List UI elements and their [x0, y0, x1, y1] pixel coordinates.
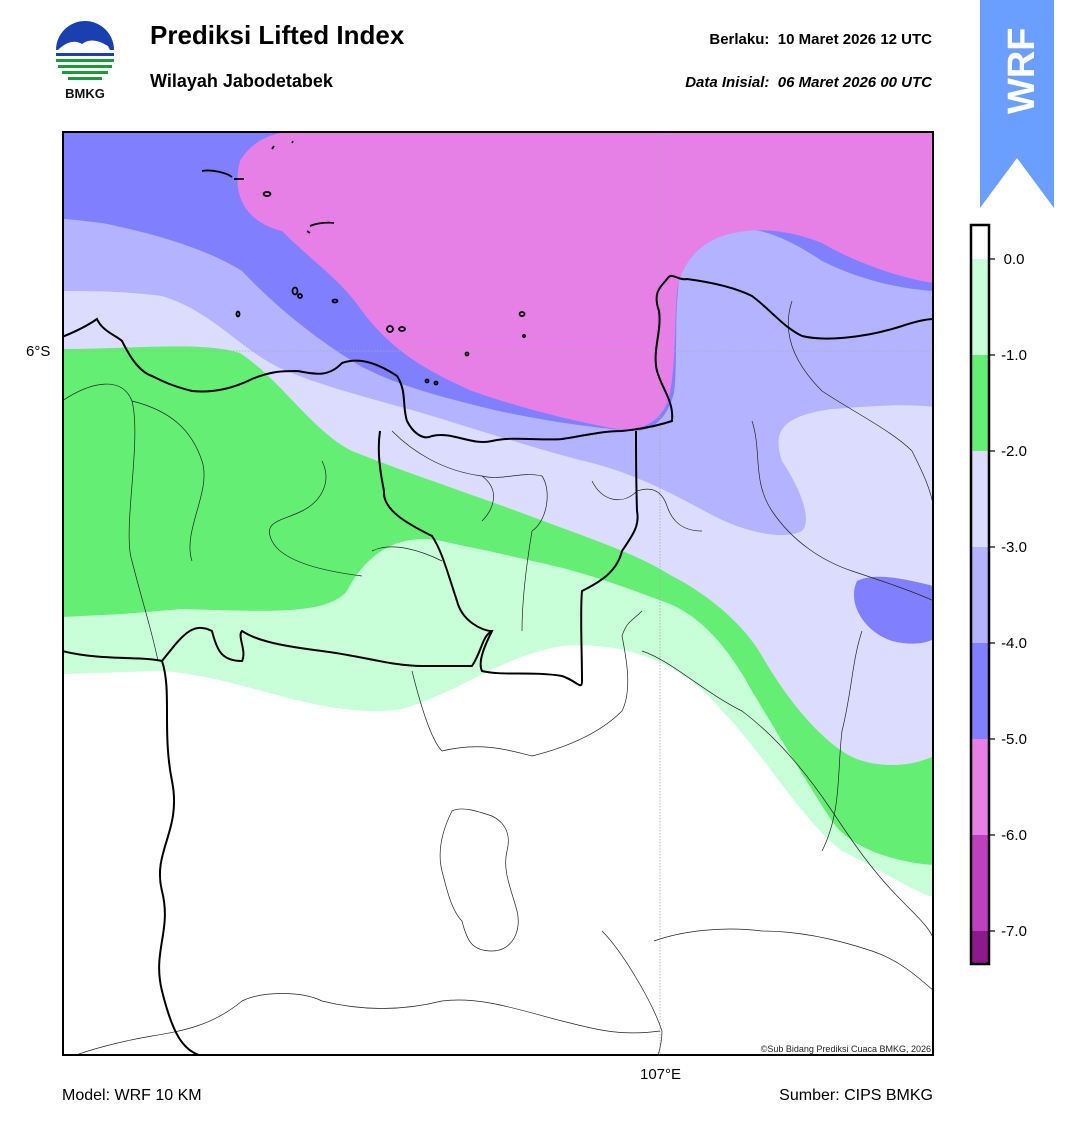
province-boundaries	[62, 274, 934, 1056]
colorbar-block	[971, 451, 989, 547]
init-time: Data Inisial: 06 Maret 2026 00 UTC	[685, 74, 932, 91]
lifted-index-map	[62, 131, 934, 1056]
longitude-label: 107°E	[640, 1066, 682, 1083]
wrf-badge: WRF	[980, 0, 1054, 208]
colorbar-block	[971, 259, 989, 355]
islands	[201, 140, 527, 386]
valid-time: Berlaku: 10 Maret 2026 12 UTC	[709, 31, 932, 48]
source-info: Sumber: CIPS BMKG	[779, 1087, 933, 1104]
page-subtitle: Wilayah Jabodetabek	[150, 71, 333, 91]
colorbar-tick-label: -4.0	[1001, 635, 1027, 652]
colorbar-tick-label: -2.0	[1001, 443, 1027, 460]
colorbar-block	[971, 835, 989, 931]
colorbar-block	[971, 547, 989, 643]
colorbar-block	[971, 739, 989, 835]
wrf-badge-shape	[980, 0, 1054, 208]
colorbar-tick-label: -7.0	[1001, 923, 1027, 940]
colorbar-cap	[971, 225, 989, 259]
colorbar-block	[971, 355, 989, 451]
colorbar-frame	[969, 223, 991, 966]
colorbar-block	[971, 643, 989, 739]
valid-label: Berlaku:	[709, 31, 770, 48]
init-value: 06 Maret 2026 00 UTC	[777, 74, 932, 91]
latitude-label: 6°S	[26, 343, 51, 360]
colorbar-tick-label: 0.0	[1004, 251, 1025, 268]
district-boundaries	[62, 300, 934, 1056]
colorbar-tick-label: -1.0	[1001, 347, 1027, 364]
colorbar-tick-label: -3.0	[1001, 539, 1027, 556]
bmkg-logo-text: BMKG	[65, 86, 105, 101]
contour-band-5-to-6	[237, 131, 934, 430]
copyright-note: ©Sub Bidang Prediksi Cuaca BMKG, 2026	[760, 1044, 931, 1054]
page-title: Prediksi Lifted Index	[150, 20, 405, 50]
colorbar: 0.0 -1.0 -2.0 -3.0 -4.0 -5.0 -6.0 -7.0	[968, 222, 1038, 968]
wrf-badge-text: WRF	[1001, 27, 1043, 114]
valid-value: 10 Maret 2026 12 UTC	[777, 31, 932, 48]
colorbar-tick-label: -5.0	[1001, 731, 1027, 748]
colorbar-block	[971, 931, 989, 964]
init-label: Data Inisial:	[685, 74, 770, 91]
model-info: Model: WRF 10 KM	[62, 1087, 202, 1104]
colorbar-tick-label: -6.0	[1001, 827, 1027, 844]
bmkg-logo-icon: BMKG	[56, 21, 114, 101]
bmkg-logo: BMKG	[52, 20, 118, 102]
contour-blob-east	[853, 576, 934, 644]
